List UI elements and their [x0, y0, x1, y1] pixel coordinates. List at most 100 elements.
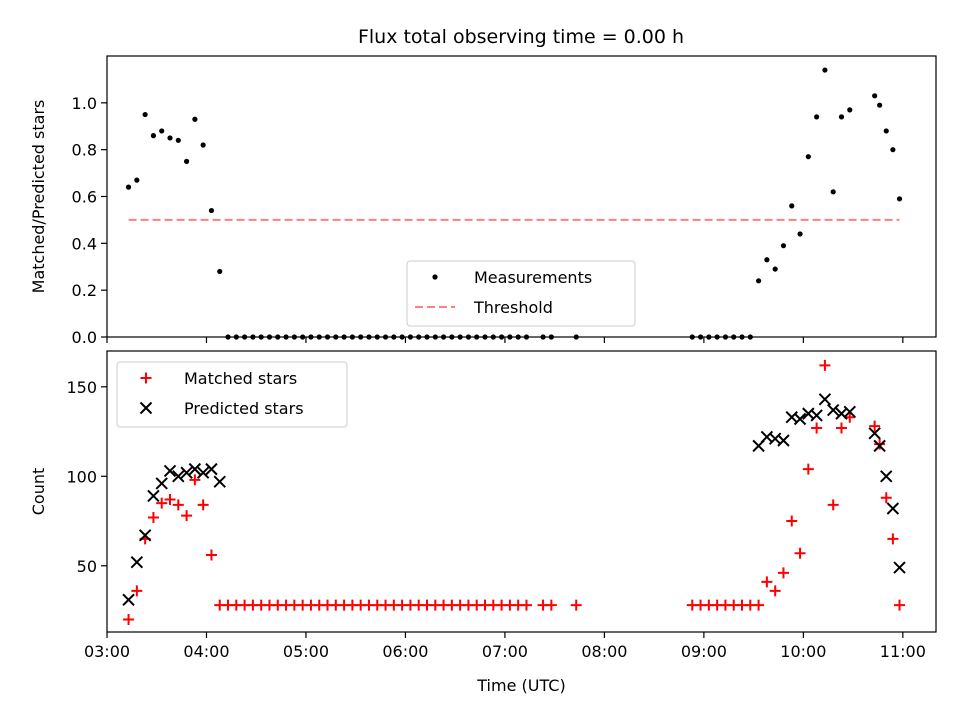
data-point	[777, 434, 790, 447]
data-point	[780, 243, 787, 249]
data-point	[183, 158, 190, 164]
data-point	[156, 497, 168, 509]
data-point	[777, 567, 789, 579]
data-point	[180, 466, 193, 479]
legend-marker	[139, 401, 153, 415]
data-point	[880, 492, 892, 504]
data-point	[172, 499, 184, 511]
data-point	[200, 142, 206, 148]
x-tick-label: 04:00	[183, 642, 229, 661]
data-point	[838, 114, 845, 120]
x-tick-label: 10:00	[780, 642, 826, 661]
data-point	[205, 549, 217, 561]
x-tick-label: 09:00	[681, 642, 727, 661]
data-point	[761, 576, 773, 588]
x-tick-label: 08:00	[581, 642, 627, 661]
data-point	[188, 462, 202, 476]
data-point	[164, 494, 176, 506]
data-point	[894, 599, 906, 611]
y-tick-label: 0.4	[72, 234, 97, 253]
count-panel: 03:00 04:00 05:00 06:00 07:00 08:00 09:00 10:00…	[29, 350, 937, 695]
data-point	[883, 128, 889, 134]
y-axis-label: Matched/Predicted stars	[29, 100, 48, 294]
data-point	[159, 128, 165, 134]
data-point	[130, 555, 144, 569]
data-point	[789, 203, 795, 209]
data-point	[155, 477, 168, 490]
data-point	[887, 533, 899, 545]
data-point	[794, 547, 806, 559]
y-tick-label: 50	[77, 557, 97, 576]
data-point	[818, 393, 832, 406]
data-point	[197, 499, 209, 511]
data-point	[847, 107, 853, 113]
data-point	[142, 111, 148, 118]
data-point	[131, 585, 143, 597]
y-tick-label: 0.8	[72, 141, 97, 160]
data-point	[172, 470, 185, 483]
data-point	[134, 177, 140, 183]
series-matched-stars	[123, 359, 906, 625]
x-tick-label: 03:00	[84, 642, 130, 661]
legend-marker	[140, 372, 152, 384]
y-tick-label: 1.0	[72, 94, 97, 113]
data-point	[123, 613, 135, 625]
data-point	[843, 405, 856, 419]
y-axis-label: Count	[29, 468, 48, 516]
data-point	[181, 510, 193, 522]
x-tick-label: 06:00	[382, 642, 428, 661]
y-tick-label: 150	[66, 378, 97, 397]
data-point	[822, 67, 828, 73]
data-point	[208, 207, 215, 214]
legend-label: Threshold	[473, 298, 553, 317]
ratio-panel: 0.0 0.2 0.4 0.6 0.8 1.0 Matched/Predicted star…	[29, 55, 937, 347]
legend-frame	[406, 260, 636, 327]
data-point	[755, 278, 762, 284]
data-point	[167, 135, 173, 141]
data-point	[802, 463, 814, 475]
y-tick-label: 0.2	[72, 281, 97, 300]
data-point	[125, 184, 132, 190]
data-point	[772, 266, 778, 272]
legend: Matched stars Predicted stars	[116, 361, 348, 428]
axes-frame	[106, 350, 937, 633]
y-tick-label: 100	[66, 467, 97, 486]
data-point	[570, 599, 582, 611]
data-point	[826, 403, 840, 417]
data-point	[753, 599, 765, 611]
data-point	[869, 420, 881, 432]
data-point	[786, 515, 798, 527]
data-point	[147, 489, 160, 503]
data-point	[138, 529, 152, 542]
data-point	[150, 133, 157, 139]
data-point	[122, 593, 135, 606]
x-tick-label: 07:00	[482, 642, 528, 661]
data-point	[163, 464, 177, 478]
data-point	[880, 470, 893, 483]
x-axis-label: Time (UTC)	[476, 676, 565, 695]
data-point	[797, 231, 803, 237]
data-point	[874, 438, 886, 450]
data-point	[805, 154, 811, 160]
data-point	[213, 475, 226, 488]
legend-label: Measurements	[474, 268, 592, 287]
legend: Measurements Threshold	[406, 260, 636, 327]
data-point	[520, 599, 532, 611]
legend-frame	[116, 361, 348, 428]
data-point	[769, 585, 781, 597]
data-point	[893, 561, 906, 574]
data-point	[192, 116, 198, 122]
series-predicted-stars	[122, 393, 906, 606]
x-tick-label: 05:00	[283, 642, 329, 661]
data-point	[811, 422, 823, 434]
data-point	[827, 499, 839, 511]
data-point	[830, 189, 836, 195]
y-tick-label: 0.0	[72, 328, 97, 347]
data-point	[873, 439, 886, 453]
data-point	[189, 474, 201, 486]
data-point	[196, 466, 210, 479]
data-point	[877, 102, 883, 108]
data-point	[810, 409, 823, 422]
